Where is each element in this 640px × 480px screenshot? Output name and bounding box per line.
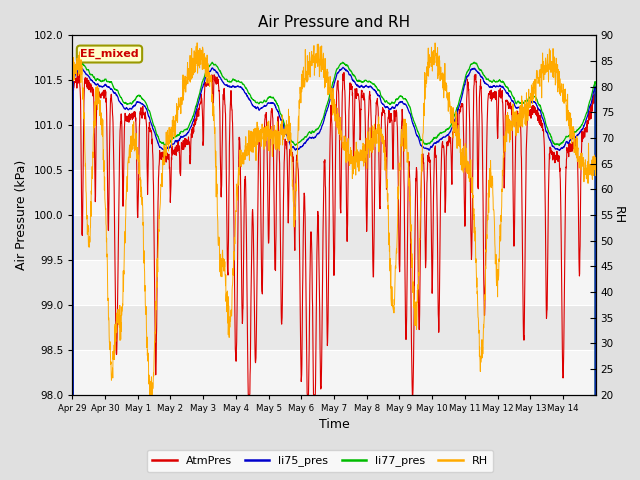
- X-axis label: Time: Time: [319, 419, 349, 432]
- Bar: [72, 170, 596, 215]
- Legend: AtmPres, li75_pres, li77_pres, RH: AtmPres, li75_pres, li77_pres, RH: [147, 450, 493, 472]
- Y-axis label: RH: RH: [612, 206, 625, 224]
- Bar: [72, 350, 596, 395]
- Bar: [72, 260, 596, 305]
- Title: Air Pressure and RH: Air Pressure and RH: [258, 15, 410, 30]
- Text: EE_mixed: EE_mixed: [80, 49, 139, 59]
- Y-axis label: Air Pressure (kPa): Air Pressure (kPa): [15, 160, 28, 270]
- Bar: [72, 80, 596, 125]
